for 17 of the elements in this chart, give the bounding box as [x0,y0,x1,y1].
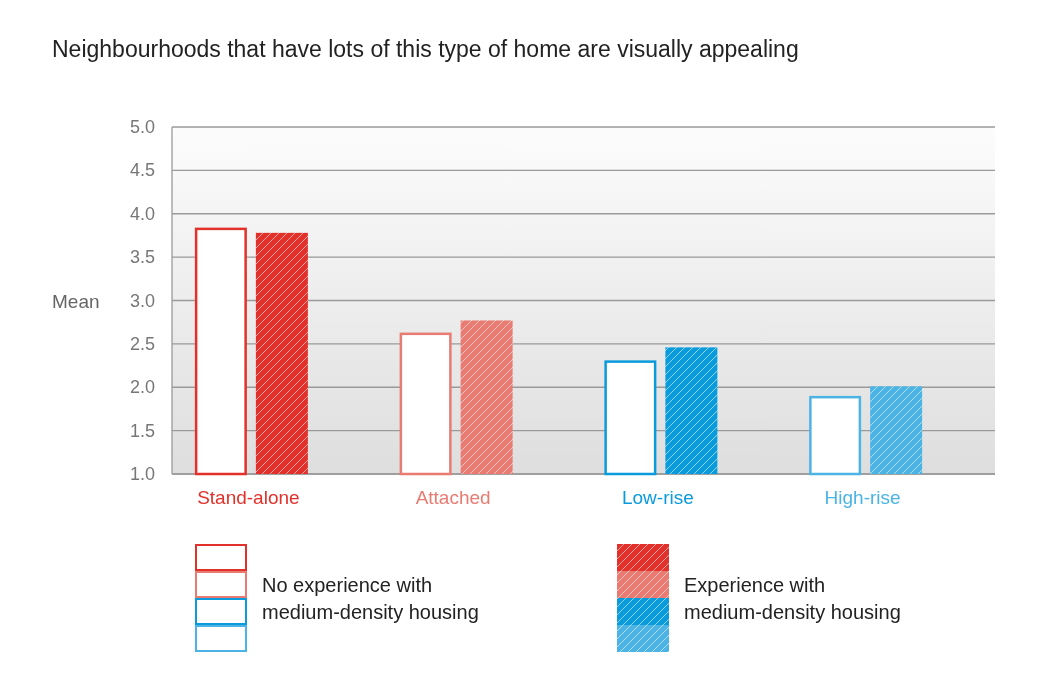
y-tick-label: 4.5 [129,160,155,181]
y-tick-label: 5.0 [129,117,155,137]
x-tick-label: Low-rise [621,487,694,508]
y-tick-label: 1.5 [129,420,155,441]
y-tick-label: 1.0 [129,464,155,484]
chart-title: Neighbourhoods that have lots of this type of home are visually appealing [52,36,799,62]
legend-label: No experience with medium-density housing [262,573,479,623]
x-tick-label: Attached [415,487,491,508]
y-tick-label: 3.0 [129,290,155,311]
y-axis-title: Mean [52,291,100,312]
x-tick-label: High-rise [824,487,901,508]
y-tick-label: 4.0 [129,203,155,224]
y-tick-label: 2.5 [129,333,155,354]
y-tick-label: 3.5 [129,247,155,268]
x-tick-label: Stand-alone [197,487,300,508]
y-tick-label: 2.0 [129,377,155,398]
legend-label: Experience with medium-density housing [684,573,901,623]
